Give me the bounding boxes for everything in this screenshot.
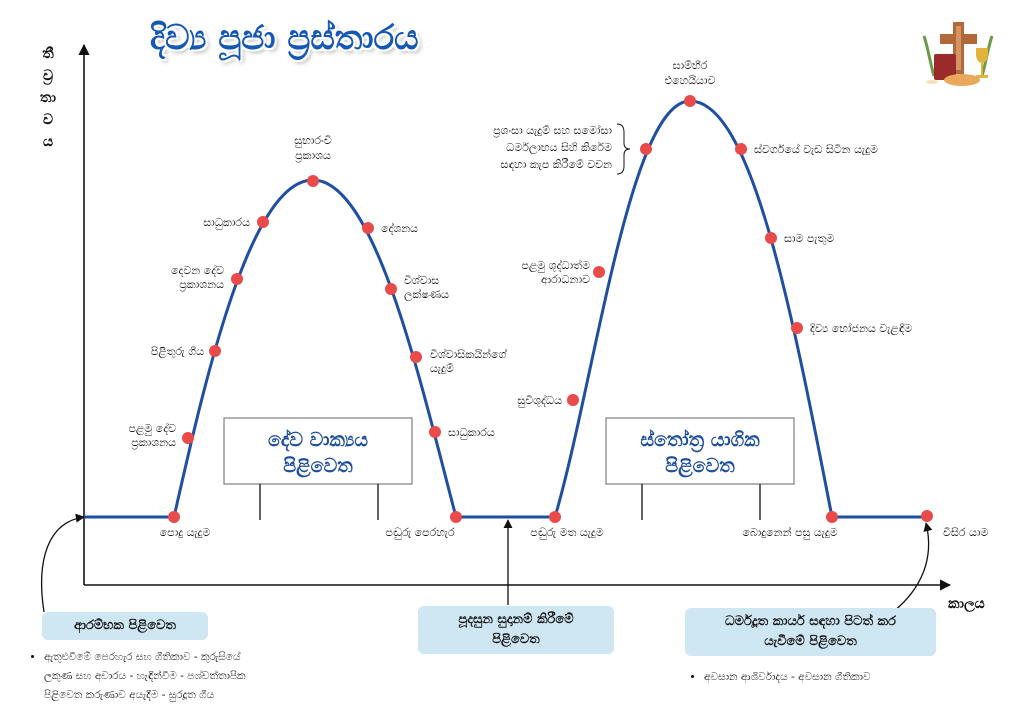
y-axis-label-char: ව්‍ර: [43, 68, 53, 86]
page-title: දිව්‍ය පූජා ප්‍රස්තාරය: [150, 18, 419, 58]
label-first-reading-l2: ප්‍රකාශනය: [131, 436, 176, 449]
opening-notes-line1: ඇතුළුවීමේ පෙරහැර සහ ගීතිකාව - කුරුසියේ: [44, 648, 360, 667]
label-consecration-l1: ප්‍රශංසා යැදුම් සහ සමෝසා: [493, 123, 612, 137]
label-prayers-faithful-l1: විශ්වාසිකයින්ගේ: [430, 347, 507, 361]
dot-p4: [231, 273, 243, 285]
dot-p19: [791, 322, 803, 334]
altar-cross-chalice-icon: [918, 18, 998, 94]
dot-p8: [385, 283, 397, 295]
dot-p2: [182, 432, 194, 444]
label-sign-of-peace: සාම පැතුම: [784, 232, 834, 245]
label-communion: දිව්‍ය භෝජනය වැළඳීම: [810, 321, 913, 336]
dot-p1: [168, 511, 180, 523]
label-lords-prayer: ස්වර්ගයේ වැඩ සිටින යැදුම: [754, 142, 878, 156]
label-doxology-l2: එහෙයියාව: [665, 74, 716, 87]
dot-p7: [362, 222, 374, 234]
label-first-reading-l1: පළමු දේව: [128, 421, 176, 436]
dot-p9: [410, 351, 422, 363]
sending-notes-line1: අවසාන ආශිර්වාදය - අවසාන ගීතිකාව: [704, 668, 990, 687]
dot-p6: [307, 175, 319, 187]
sending-callout-l2: යැවීමේ පිළිවෙත: [764, 634, 857, 649]
label-creed-l2: ලක්ෂණය: [404, 287, 449, 302]
label-doxology-l1: ඝාම්භීර: [673, 59, 708, 72]
sending-pointer-arrow: [892, 522, 933, 613]
liturgy-of-word-title-line1: දේව වාක්‍යය: [268, 429, 368, 452]
y-axis-label-char: ව: [43, 112, 53, 128]
liturgy-of-eucharist-box: [605, 417, 795, 485]
x-axis-label: කාලය: [948, 596, 985, 612]
label-acclamation-2: සාධුකාරය: [448, 426, 495, 439]
dot-p10: [429, 426, 441, 438]
label-prayers-faithful-l2: යැදුම්: [430, 362, 454, 375]
label-common-prayer: පොදු යැදුම: [160, 526, 211, 539]
label-second-reading-l2: ප්‍රකාශනය: [179, 278, 224, 291]
dot-p14: [593, 266, 605, 278]
dot-p16: [684, 95, 696, 107]
sending-callout-l1: ධර්මදූත කාර්ය සඳහා පිටත් කර: [725, 614, 896, 629]
label-dismissal: විසිර යාම: [943, 526, 988, 539]
label-responsorial-psalm: පිළිතුරු ගීය: [151, 345, 204, 359]
label-prayer-over-gifts: පඬුරු මත යැදුම: [530, 526, 603, 539]
opening-rites-notes: ඇතුළුවීමේ පෙරහැර සහ ගීතිකාව - කුරුසියේ ල…: [30, 648, 360, 705]
dot-p21: [921, 510, 933, 522]
y-axis-label: තී ව්‍ර තා ව ය: [40, 46, 56, 150]
y-axis-label-char: තා: [40, 90, 56, 106]
dot-p13: [567, 394, 579, 406]
consecration-brace: [616, 123, 631, 175]
label-post-communion-prayer: බොදුනෙන් පසු යැදුම: [742, 525, 837, 540]
opening-rites-callout: ආරම්භක පිළිවෙත: [42, 612, 208, 640]
label-acclamation-1: සාධුකාරය: [203, 216, 250, 229]
label-homily: දේශනය: [381, 221, 418, 235]
curve-dots: [168, 95, 933, 523]
label-consecration-l2: ධර්මලාභය සිහි කිරේම: [506, 140, 612, 155]
dot-p18: [765, 232, 777, 244]
liturgy-of-word-title-line2: පිළිවෙත: [283, 455, 353, 478]
sending-rites-callout: ධර්මදූත කාර්ය සඳහා පිටත් කර යැවීමේ පිළිව…: [685, 608, 936, 656]
dot-p20: [826, 511, 838, 523]
label-gospel-l2: ප්‍රකාශය: [295, 149, 331, 162]
y-axis-label-char: ය: [43, 134, 53, 150]
dot-p3: [209, 345, 221, 357]
label-second-reading-l1: දෙවන දේව: [171, 263, 224, 277]
offertory-callout-l1: පූදසුන සුදානම් කිරීමේ: [458, 612, 574, 627]
dot-p15: [640, 143, 652, 155]
label-offertory-procession: පඬුරු පෙරහැර: [385, 526, 455, 539]
label-creed-l1: විශ්වාස: [404, 273, 439, 287]
label-first-epiclesis-l2: ආරාධනාව: [541, 273, 590, 287]
liturgy-of-word-box: [223, 417, 413, 485]
label-consecration-l3: සඳහා කැප කිරීමේ වචන: [501, 158, 613, 171]
opening-rites-callout-text: ආරම්භක පිළිවෙත: [74, 618, 176, 633]
offertory-callout-l2: පිළිවෙත: [492, 632, 540, 647]
offertory-callout: පූදසුන සුදානම් කිරීමේ පිළිවෙත: [418, 606, 614, 654]
dot-p17: [735, 143, 747, 155]
y-axis-label-char: තී: [42, 46, 54, 62]
liturgy-of-eucharist-title-line2: පිළිවෙත: [665, 455, 735, 478]
opening-pointer-arrow: [41, 513, 85, 613]
dot-p12: [549, 511, 561, 523]
liturgy-of-eucharist-title-line1: ස්තෝත්‍ර යාගික: [640, 429, 760, 453]
dot-p5: [257, 216, 269, 228]
opening-notes-line2: ලකුණ සහ අචාරය - හැඳින්වීම - පශ්චත්තාපික: [44, 670, 246, 682]
sending-rites-notes: අවසාන ආශිර්වාදය - අවසාන ගීතිකාව: [690, 668, 990, 687]
label-gospel-l1: සුභාරංචි: [294, 134, 332, 147]
dot-p11: [450, 511, 462, 523]
opening-notes-line3: පිළිවෙත කරුණාව අයැදීම - සුරදූත ගීය: [44, 689, 215, 701]
label-first-epiclesis-l1: පළමු ශුද්ධාත්ම: [521, 258, 590, 273]
label-sanctus: සුවිශුද්ධය: [517, 393, 562, 408]
